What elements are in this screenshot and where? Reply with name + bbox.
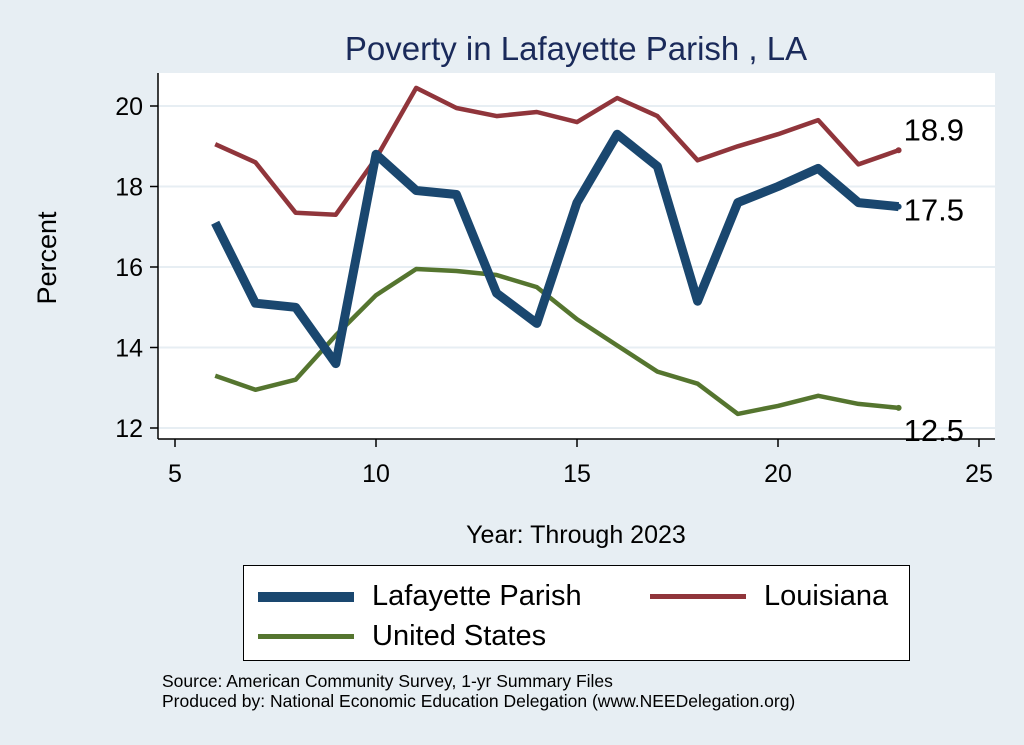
y-tick-label-14: 14: [115, 335, 143, 363]
series-line-united-states: [214, 266, 899, 417]
legend-swatch-united-states: [258, 634, 354, 639]
end-label-united-states: 12.5: [904, 413, 964, 448]
series-end-point-united-states: [895, 404, 902, 411]
x-tick-label-5: 5: [168, 460, 182, 488]
x-tick-label-15: 15: [563, 460, 591, 488]
y-tick-label-18: 18: [115, 174, 143, 202]
legend-item-lafayette-parish: Lafayette Parish: [258, 580, 582, 613]
legend-swatch-lafayette-parish: [258, 591, 354, 602]
x-tick-label-20: 20: [764, 460, 792, 488]
legend-item-united-states: United States: [258, 620, 546, 653]
y-tick-label-20: 20: [115, 93, 143, 121]
legend-swatch-louisiana: [650, 594, 746, 599]
series-line-lafayette-parish: [211, 129, 900, 369]
producer-line: Produced by: National Economic Education…: [162, 691, 796, 711]
legend-item-louisiana: Louisiana: [650, 580, 888, 613]
source-note: Source: American Community Survey, 1-yr …: [162, 671, 795, 711]
end-labels: 17.5 18.9 12.5: [904, 112, 964, 448]
y-tick-label-16: 16: [115, 254, 143, 282]
series-end-point-louisiana: [895, 147, 902, 154]
series-lines: [211, 85, 902, 417]
legend: Lafayette Parish Louisiana United States: [243, 565, 910, 661]
source-line: Source: American Community Survey, 1-yr …: [162, 671, 613, 691]
chart-title: Poverty in Lafayette Parish , LA: [345, 30, 807, 67]
series-line-louisiana: [214, 85, 900, 217]
legend-label-lafayette-parish: Lafayette Parish: [372, 580, 582, 612]
gridlines: [158, 105, 995, 429]
end-label-lafayette-parish: 17.5: [904, 193, 964, 228]
series-end-point-lafayette-parish: [895, 203, 902, 210]
x-tick-label-10: 10: [362, 460, 390, 488]
axes: 12 14 16 18 20 5 10 15 20 25: [115, 73, 995, 488]
legend-label-united-states: United States: [372, 620, 547, 652]
legend-label-louisiana: Louisiana: [764, 580, 889, 612]
x-axis-label: Year: Through 2023: [466, 521, 686, 549]
x-tick-label-25: 25: [965, 460, 993, 488]
end-label-louisiana: 18.9: [904, 112, 964, 147]
y-axis-label: Percent: [32, 211, 62, 305]
y-tick-label-12: 12: [115, 415, 143, 443]
